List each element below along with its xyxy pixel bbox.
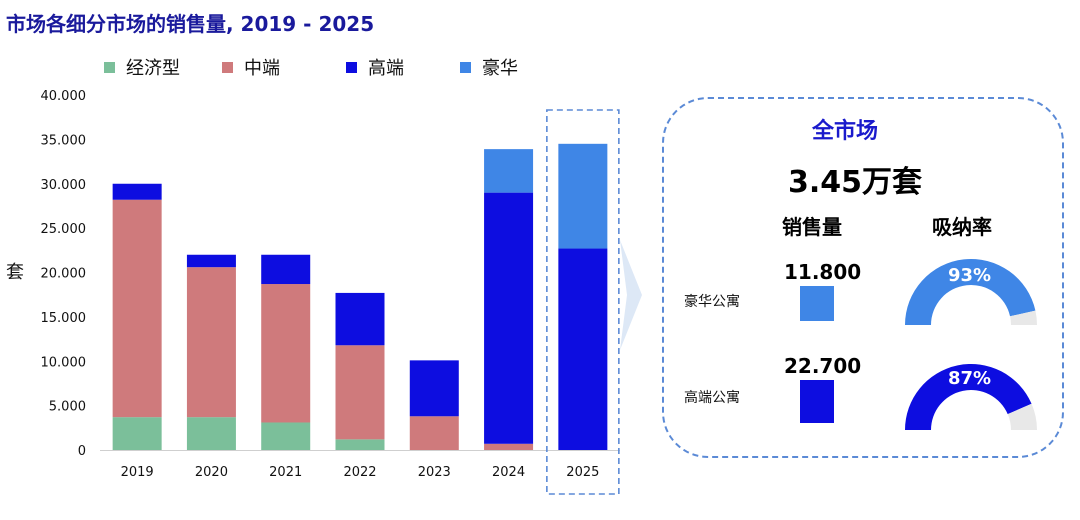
legend-swatch-3 [460,62,471,73]
gauge-filled-arc [905,259,1036,325]
high-end-sales-square [800,380,834,423]
y-axis-label: 套 [6,262,24,283]
luxury-sales-square [800,286,834,321]
x-tick-label: 2024 [492,465,525,480]
market-summary-panel: 全市场 3.45万套 销售量 吸纳率 豪华公寓 11.800 93% 高端公寓 … [662,97,1064,458]
bar-2022-series-1 [335,345,385,440]
bar-2023-series-2 [409,360,459,417]
x-tick-label: 2023 [418,465,451,480]
y-tick-label: 15.000 [41,311,87,326]
bar-2022-series-2 [335,292,385,346]
high-end-absorption-label: 87% [948,368,992,389]
bar-2024-series-1 [484,443,534,450]
highlight-2025-box [546,109,620,495]
bar-2025-series-2 [558,248,608,450]
bar-2024-series-2 [484,192,534,444]
luxury-row-label: 豪华公寓 [684,294,740,310]
absorption-column-header: 吸纳率 [932,215,992,239]
gauge-remaining-arc [1007,403,1037,430]
y-tick-label: 35.000 [41,133,87,148]
x-tick-label: 2020 [195,465,228,480]
high-end-absorption-gauge [905,363,1037,430]
luxury-absorption-label: 93% [948,265,992,286]
bar-2023-series-1 [409,416,459,450]
bar-2020-series-2 [186,254,236,268]
y-tick-label: 5.000 [49,400,86,415]
chevron-right-icon [620,240,642,350]
gauge-filled-arc [905,363,1032,430]
bar-2020-series-1 [186,267,236,418]
x-tick-label: 2022 [343,465,376,480]
bar-2019-series-0 [112,417,162,450]
legend-label-3: 豪华 [482,58,518,79]
legend-swatch-1 [222,62,233,73]
x-tick-label: 2025 [566,465,599,480]
bar-2021-series-1 [261,284,311,423]
y-tick-label: 20.000 [41,267,87,282]
chart-title: 市场各细分市场的销售量, 2019 - 2025 [6,12,375,36]
legend-label-0: 经济型 [126,58,180,79]
x-tick-label: 2019 [121,465,154,480]
bar-2025-series-3 [558,143,608,249]
y-tick-label: 0 [78,444,86,459]
y-tick-label: 30.000 [41,178,87,193]
bar-2019-series-2 [112,183,162,200]
high-end-row-label: 高端公寓 [684,390,740,406]
y-tick-label: 25.000 [41,222,87,237]
y-tick-label: 10.000 [41,355,87,370]
bar-2021-series-2 [261,254,311,285]
total-sales: 3.45万套 [788,165,923,200]
bar-2020-series-0 [186,417,236,450]
stacked-bar-chart: 经济型 中端 高端 豪华 0 5.000 10.000 15.000 20.000 25.000 3… [6,58,620,495]
luxury-absorption-gauge [905,259,1037,325]
bar-2021-series-0 [261,422,311,450]
sales-column-header: 销售量 [782,215,842,239]
legend-label-1: 中端 [244,58,280,79]
panel-title: 全市场 [812,119,879,144]
bar-2019-series-1 [112,199,162,418]
legend-swatch-0 [104,62,115,73]
legend-swatch-2 [346,62,357,73]
high-end-sales-value: 22.700 [784,354,862,378]
luxury-sales-value: 11.800 [784,260,862,284]
legend-label-2: 高端 [368,58,404,79]
gauge-remaining-arc [1010,310,1037,325]
bar-2024-series-3 [484,149,534,193]
bar-2022-series-0 [335,439,385,450]
x-tick-label: 2021 [269,465,302,480]
y-tick-label: 40.000 [41,89,87,104]
